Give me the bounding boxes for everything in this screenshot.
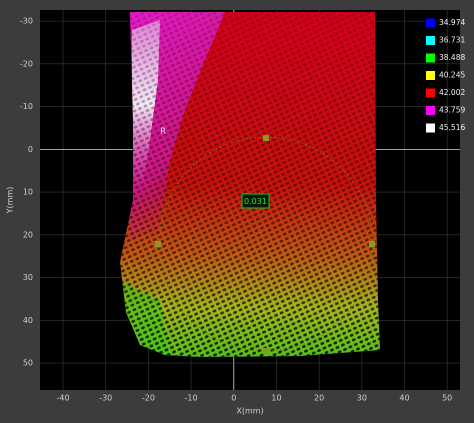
legend-label: 34.974 [439,18,465,27]
y-tick-label: 50 [23,359,33,368]
y-tick-label: 40 [23,316,33,325]
x-tick-label: -20 [142,394,155,403]
x-tick-label: 40 [399,394,409,403]
legend-label: 45.516 [439,123,465,132]
legend-swatch [426,106,435,115]
x-tick-label: 10 [271,394,281,403]
y-tick-label: 20 [23,230,33,239]
annotation-box [241,193,270,209]
point-cloud [120,12,380,357]
legend-swatch [426,18,435,28]
annotation: 0.031 [244,197,267,206]
legend-swatch [426,53,435,63]
y-tick-label: 10 [23,188,33,197]
x-tick-label: 50 [442,394,452,403]
legend-label: 42.002 [439,88,465,97]
y-tick-label: -10 [20,102,33,111]
legend-label: 43.759 [439,106,465,115]
y-tick-label: -30 [20,17,33,26]
legend-swatch [426,88,435,98]
legend-swatch [426,71,435,80]
x-tick-label: -10 [185,394,198,403]
annotation: R [160,127,166,136]
x-tick-label: -40 [57,394,70,403]
legend-label: 40.245 [439,71,465,80]
x-axis-label: X(mm) [236,407,263,416]
legend-swatch [426,123,435,133]
y-axis-label: Y(mm) [6,187,15,215]
legend-label: 38.488 [439,53,465,62]
x-tick-label: -30 [99,394,112,403]
y-tick-label: -20 [20,59,33,68]
x-tick-label: 20 [314,394,324,403]
legend: 34.974 36.731 38.488 40.245 42.002 43.759 45.5… [426,18,465,133]
legend-swatch [426,36,435,45]
x-tick-label: 30 [357,394,367,403]
x-tick-label: 0 [231,394,236,403]
y-tick-label: 0 [28,145,33,154]
y-tick-label: 30 [23,273,33,282]
legend-label: 36.731 [439,36,465,45]
